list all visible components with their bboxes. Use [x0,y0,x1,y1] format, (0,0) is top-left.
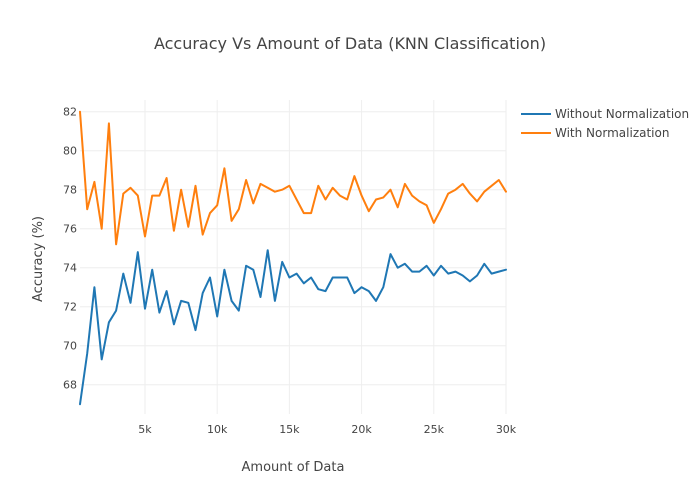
x-tick-label: 10k [207,423,228,436]
y-tick-label: 74 [63,262,77,275]
chart-title: Accuracy Vs Amount of Data (KNN Classifi… [154,34,546,53]
axes: 68 70 72 74 76 78 80 82 5k 10k 15k 20k 25k 30k [63,106,517,436]
legend: Without Normalization With Normalization [521,107,689,140]
series-line-1 [79,249,507,406]
series-line-2 [79,110,507,246]
y-tick-label: 68 [63,379,77,392]
y-tick-label: 78 [63,184,77,197]
x-axis-title: Amount of Data [242,460,345,475]
y-tick-label: 76 [63,223,77,236]
gridlines [80,100,507,414]
y-tick-label: 70 [63,340,77,353]
series-lines [79,110,507,406]
x-tick-label: 30k [496,423,517,436]
x-tick-label: 15k [279,423,300,436]
y-tick-label: 72 [63,301,77,314]
legend-label: Without Normalization [555,107,689,121]
y-tick-label: 82 [63,106,77,119]
x-tick-label: 5k [138,423,152,436]
x-tick-label: 20k [351,423,372,436]
legend-label: With Normalization [555,126,669,140]
x-tick-label: 25k [424,423,445,436]
y-tick-label: 80 [63,145,77,158]
y-axis-title: Accuracy (%) [31,216,46,302]
